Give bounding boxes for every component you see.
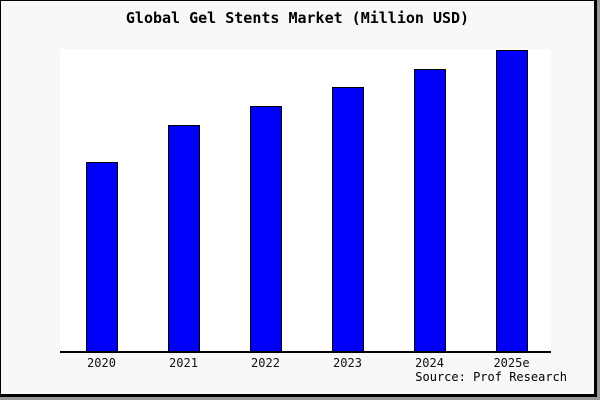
source-credit: Source: Prof Research <box>415 370 567 384</box>
x-axis-label-2022: 2022 <box>251 356 280 370</box>
bar-2022 <box>249 106 282 351</box>
plot-area <box>60 49 551 353</box>
bar-2020 <box>85 162 118 351</box>
x-axis-label-2021: 2021 <box>169 356 198 370</box>
bar-2025e <box>495 50 528 351</box>
x-axis-labels: 2020 2021 2022 2023 2024 2025e <box>60 356 551 372</box>
chart-title: Global Gel Stents Market (Million USD) <box>125 9 470 27</box>
x-axis-label-2020: 2020 <box>87 356 116 370</box>
bar-2024 <box>413 69 446 351</box>
x-axis-label-2023: 2023 <box>333 356 362 370</box>
bar-2023 <box>331 87 364 351</box>
x-axis-label-2025e: 2025e <box>493 356 530 370</box>
bar-2021 <box>167 125 200 351</box>
x-axis-line <box>60 351 551 353</box>
x-axis-label-2024: 2024 <box>415 356 444 370</box>
